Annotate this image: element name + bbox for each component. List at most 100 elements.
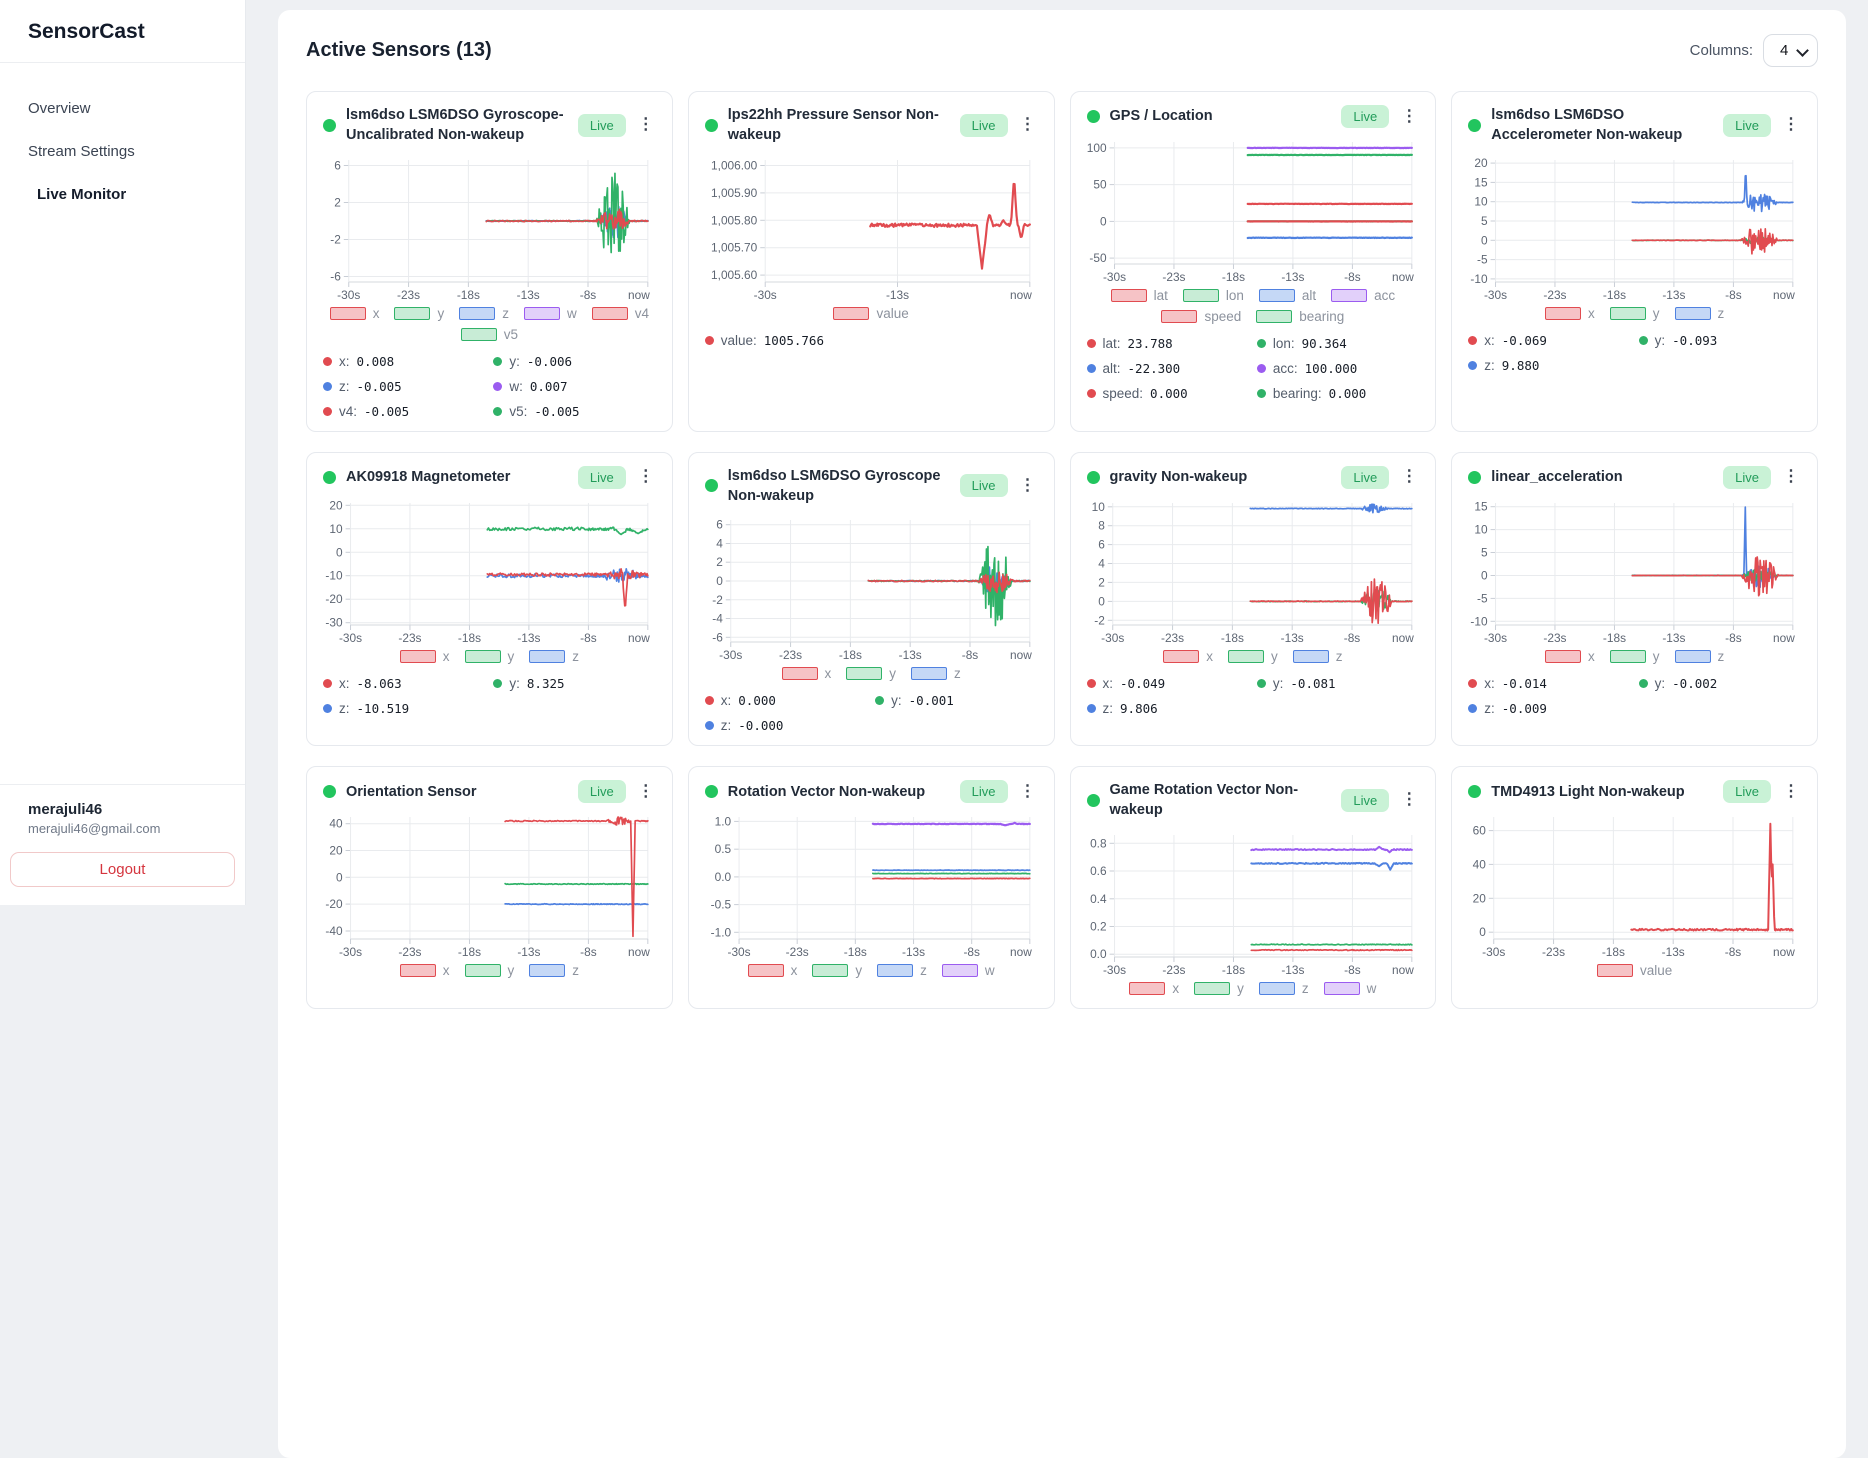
legend-item-y[interactable]: y <box>394 306 444 321</box>
legend-item-z[interactable]: z <box>1258 981 1309 996</box>
kebab-menu-icon[interactable]: ⋮ <box>1401 468 1418 486</box>
stat-value: 0.008 <box>356 353 395 369</box>
legend-item-v5[interactable]: v5 <box>460 327 518 342</box>
kebab-menu-icon[interactable]: ⋮ <box>1783 116 1799 134</box>
svg-text:2: 2 <box>334 195 341 209</box>
legend-item-z[interactable]: z <box>911 666 961 681</box>
kebab-menu-icon[interactable]: ⋮ <box>637 782 654 800</box>
legend-swatch <box>394 306 431 320</box>
legend-item-speed[interactable]: speed <box>1161 309 1241 324</box>
kebab-menu-icon[interactable]: ⋮ <box>1401 107 1418 125</box>
legend-item-w[interactable]: w <box>941 963 995 978</box>
kebab-menu-icon[interactable]: ⋮ <box>1401 791 1418 809</box>
legend-item-y[interactable]: y <box>1228 649 1278 664</box>
stat-value: -0.001 <box>908 693 954 709</box>
sidebar-item-stream-settings[interactable]: Stream Settings <box>28 143 135 160</box>
stat-label: acc: <box>1272 361 1298 376</box>
stat-value: -22.300 <box>1127 361 1181 376</box>
svg-text:-13s: -13s <box>517 631 540 645</box>
legend-item-x[interactable]: x <box>1129 981 1179 996</box>
kebab-menu-icon[interactable]: ⋮ <box>1783 468 1799 486</box>
svg-text:-8s: -8s <box>963 945 980 959</box>
stat-value: -0.014 <box>1501 675 1547 691</box>
sidebar-item-overview[interactable]: Overview <box>28 100 91 117</box>
svg-text:-2: -2 <box>712 593 723 607</box>
kebab-menu-icon[interactable]: ⋮ <box>1019 116 1036 134</box>
legend-item-z[interactable]: z <box>1292 649 1343 664</box>
legend-label: x <box>372 305 380 321</box>
legend-item-x[interactable]: x <box>747 963 797 978</box>
legend-label: x <box>1588 648 1595 664</box>
legend-item-w[interactable]: w <box>1323 981 1376 996</box>
kebab-menu-icon[interactable]: ⋮ <box>1019 476 1036 494</box>
stat-dot <box>1256 339 1266 348</box>
legend-item-y[interactable]: y <box>1609 649 1660 664</box>
kebab-menu-icon[interactable]: ⋮ <box>1019 782 1036 800</box>
legend-item-z[interactable]: z <box>529 649 579 664</box>
legend-item-y[interactable]: y <box>1609 306 1660 321</box>
legend-item-x[interactable]: x <box>1545 306 1595 321</box>
columns-select[interactable]: 4 <box>1763 34 1818 67</box>
kebab-menu-icon[interactable]: ⋮ <box>1783 782 1799 800</box>
legend-item-x[interactable]: x <box>399 963 450 978</box>
status-dot <box>704 785 718 799</box>
stat-x: x: -0.069 <box>1468 333 1630 348</box>
legend-item-z[interactable]: z <box>1674 306 1724 321</box>
svg-text:-23s: -23s <box>779 648 802 662</box>
legend-item-x[interactable]: x <box>781 666 832 682</box>
user-email: merajuli46@gmail.com <box>28 821 161 836</box>
stat-value: -0.000 <box>738 718 784 734</box>
svg-text:now: now <box>628 945 650 959</box>
live-badge: Live <box>1341 105 1390 128</box>
legend-item-value[interactable]: value <box>833 306 909 321</box>
legend-item-y[interactable]: y <box>1194 981 1244 996</box>
legend-item-lat[interactable]: lat <box>1110 288 1168 303</box>
svg-text:0.4: 0.4 <box>1090 892 1107 906</box>
legend-item-z[interactable]: z <box>529 963 579 978</box>
sensor-stats: x: -0.049 y: -0.081 z: 9.806 <box>1086 676 1420 716</box>
stat-value: 0.000 <box>1150 386 1188 401</box>
live-badge: Live <box>1723 780 1771 804</box>
kebab-menu-icon[interactable]: ⋮ <box>637 116 654 134</box>
sidebar-spacer <box>0 216 245 784</box>
legend-item-z[interactable]: z <box>1674 649 1724 664</box>
legend-item-alt[interactable]: alt <box>1258 288 1316 303</box>
legend-item-x[interactable]: x <box>329 305 380 321</box>
svg-text:40: 40 <box>1473 858 1487 872</box>
chart-legend: value <box>705 306 1038 321</box>
chart-legend: value <box>1468 963 1801 978</box>
logout-button[interactable]: Logout <box>10 852 235 887</box>
legend-label: x <box>824 666 832 682</box>
legend-item-lon[interactable]: lon <box>1182 288 1244 303</box>
legend-item-bearing[interactable]: bearing <box>1256 309 1344 324</box>
legend-swatch <box>1129 981 1166 995</box>
legend-item-z[interactable]: z <box>877 963 927 978</box>
legend-item-x[interactable]: x <box>1545 649 1595 664</box>
sidebar-item-live-monitor[interactable]: Live Monitor <box>37 186 127 203</box>
kebab-menu-icon[interactable]: ⋮ <box>637 468 654 486</box>
legend-swatch <box>1228 649 1264 663</box>
legend-item-x[interactable]: x <box>1163 649 1213 664</box>
stat-value: -0.069 <box>1501 332 1547 348</box>
legend-item-value[interactable]: value <box>1596 963 1672 978</box>
page-title: Active Sensors (13) <box>306 39 492 61</box>
legend-item-y[interactable]: y <box>464 963 514 978</box>
svg-text:-23s: -23s <box>785 945 808 959</box>
stat-label: value: <box>720 332 757 348</box>
legend-item-y[interactable]: y <box>464 649 514 664</box>
legend-item-w[interactable]: w <box>523 306 577 321</box>
svg-text:-23s: -23s <box>397 288 420 302</box>
svg-text:-30s: -30s <box>1482 945 1505 959</box>
legend-item-acc[interactable]: acc <box>1331 288 1395 303</box>
legend-label: bearing <box>1299 309 1345 324</box>
legend-item-y[interactable]: y <box>846 666 896 681</box>
legend-item-z[interactable]: z <box>459 306 509 321</box>
chart-legend: x y z w v4 v5 <box>323 306 656 342</box>
legend-item-y[interactable]: y <box>812 963 862 978</box>
legend-item-v4[interactable]: v4 <box>591 306 649 321</box>
stat-label: x: <box>339 353 350 369</box>
legend-item-x[interactable]: x <box>399 649 450 664</box>
legend-label: y <box>855 963 863 979</box>
svg-text:-5: -5 <box>1477 591 1488 605</box>
svg-text:4: 4 <box>1098 556 1105 570</box>
